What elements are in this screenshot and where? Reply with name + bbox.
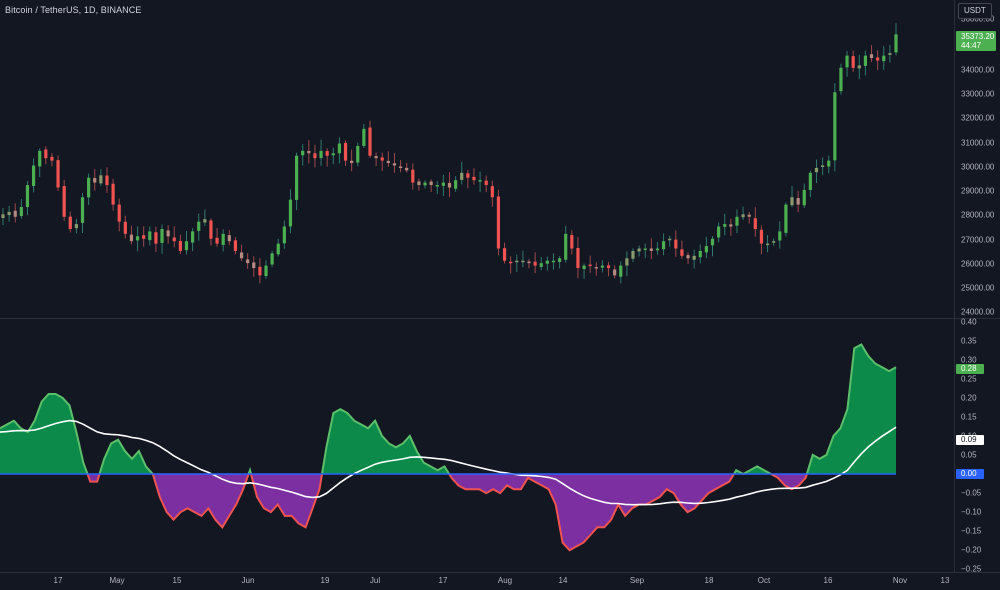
price-tick: 26000.00 <box>961 259 995 269</box>
oscillator-chart[interactable] <box>0 319 955 572</box>
osc-tick: −0.05 <box>961 488 982 498</box>
osc-tick: 0.30 <box>961 355 977 365</box>
time-tick: 13 <box>940 576 950 585</box>
last-price-badge: 35373.20 44:47 <box>956 31 996 51</box>
candlestick-chart[interactable] <box>0 0 955 318</box>
last-price-value: 35373.20 <box>961 32 995 41</box>
time-tick: Nov <box>892 576 908 585</box>
price-tick: 30000.00 <box>961 162 995 172</box>
osc-tick: 0.35 <box>961 336 977 346</box>
price-tick: 31000.00 <box>961 138 995 148</box>
time-tick: 15 <box>172 576 182 585</box>
osc-tick: 0.15 <box>961 412 977 422</box>
axis-divider <box>954 0 955 572</box>
zero-line-badge: 0.00 <box>956 469 984 479</box>
price-tick: 28000.00 <box>961 210 995 220</box>
time-tick: 17 <box>438 576 448 585</box>
time-tick: May <box>109 576 125 585</box>
time-tick: Jun <box>241 576 255 585</box>
time-tick: 18 <box>704 576 714 585</box>
signal-value-badge: 0.09 <box>956 435 984 445</box>
time-tick: Jul <box>369 576 381 585</box>
price-tick: 25000.00 <box>961 283 995 293</box>
osc-tick: 0.05 <box>961 450 977 460</box>
symbol-title: Bitcoin / TetherUS, 1D, BINANCE <box>5 5 142 15</box>
price-tick: 33000.00 <box>961 89 995 99</box>
osc-tick: −0.10 <box>961 507 982 517</box>
oscillator-pane[interactable] <box>0 319 955 572</box>
pane-divider[interactable] <box>0 318 1000 319</box>
time-tick: Oct <box>757 576 771 585</box>
time-tick: 16 <box>823 576 833 585</box>
price-tick: 24000.00 <box>961 307 995 317</box>
time-tick: Aug <box>497 576 513 585</box>
osc-tick: 0.40 <box>961 317 977 327</box>
price-tick: 29000.00 <box>961 186 995 196</box>
price-tick: 36000.00 <box>961 14 995 24</box>
price-tick: 32000.00 <box>961 113 995 123</box>
osc-tick: 0.25 <box>961 374 977 384</box>
time-axis-divider <box>0 572 1000 573</box>
osc-tick: −0.25 <box>961 564 982 574</box>
price-axis[interactable]: 36000.00 34000.00 33000.00 32000.00 31000.00… <box>955 0 1000 574</box>
time-tick: 19 <box>320 576 330 585</box>
price-tick: 34000.00 <box>961 65 995 75</box>
osc-tick: 0.20 <box>961 393 977 403</box>
osc-tick: −0.15 <box>961 526 982 536</box>
candle-countdown: 44:47 <box>961 41 982 50</box>
oscillator-value-badge: 0.28 <box>956 364 984 374</box>
price-tick: 27000.00 <box>961 235 995 245</box>
time-tick: Sep <box>629 576 645 585</box>
osc-tick: −0.20 <box>961 545 982 555</box>
time-tick: 17 <box>53 576 63 585</box>
time-axis[interactable]: 17 May 15 Jun 19 Jul 17 Aug 14 Sep 18 Oct 16 Nov 13 <box>0 573 955 590</box>
price-pane[interactable] <box>0 0 955 318</box>
currency-button[interactable]: USDT <box>958 3 992 19</box>
time-tick: 14 <box>558 576 568 585</box>
